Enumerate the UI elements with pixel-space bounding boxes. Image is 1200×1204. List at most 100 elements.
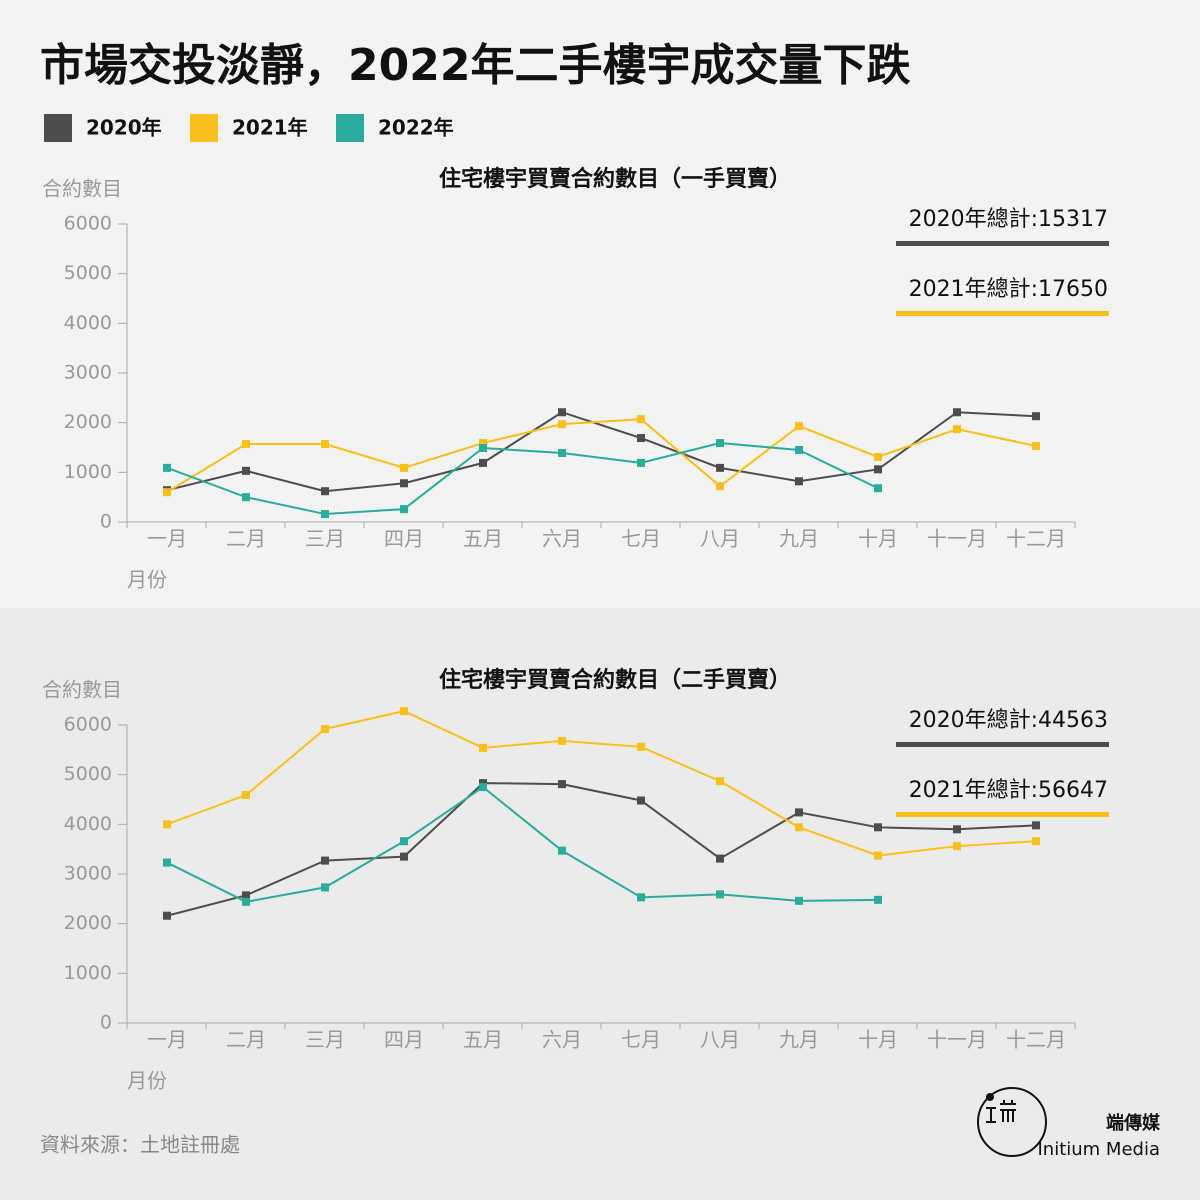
point [795,823,803,832]
point [1032,442,1040,451]
y-tick-label: 2000 [64,411,112,433]
point [242,493,250,502]
point [1032,821,1040,830]
point [716,463,724,472]
y-tick-label: 6000 [64,714,112,736]
point [479,443,487,452]
point [400,852,408,861]
point [558,846,566,855]
y-axis-label: 合約數目 [42,177,122,201]
y-tick-label: 3000 [64,362,112,384]
point [479,439,487,448]
series-line: 2021年 [166,710,1037,857]
point [637,434,645,443]
point [321,724,329,733]
point [242,897,250,906]
series-line: 2020年 [166,411,1037,493]
point [400,463,408,472]
y-tick-label: 4000 [64,813,112,835]
point [716,890,724,899]
x-tick-label: 十月 [858,527,898,551]
point [637,796,645,805]
point [163,858,171,867]
point [1032,412,1040,421]
total-underline [896,311,1109,316]
point [795,896,803,905]
bottom-panel [0,608,1200,1200]
x-tick-label: 六月 [542,1028,582,1052]
x-tick-label: 八月 [700,527,740,551]
point [242,891,250,900]
point [321,883,329,892]
source: 資料來源：土地註冊處 [40,1133,240,1157]
total-annotation: 2021年總計:56647 [909,778,1108,803]
y-axis-label: 合約數目 [42,678,122,702]
point [874,895,882,904]
point [163,488,171,497]
x-tick-label: 九月 [779,527,819,551]
y-tick-label: 5000 [64,763,112,785]
y-tick-label: 2000 [64,912,112,934]
legend-label: 2020年 [86,116,162,140]
point [479,743,487,752]
x-tick-label: 二月 [226,1028,266,1052]
x-tick-label: 九月 [779,1028,819,1052]
point [558,408,566,417]
point [795,445,803,454]
x-axis-label: 月份 [127,568,167,592]
brand-name-en: Initium Media [1037,1139,1160,1160]
point [163,911,171,920]
point [874,484,882,493]
point [321,440,329,449]
point [637,415,645,424]
y-tick-label: 3000 [64,863,112,885]
point [242,440,250,449]
point [321,510,329,519]
point [637,893,645,902]
x-tick-label: 八月 [700,1028,740,1052]
point [953,825,961,834]
chart-title: 住宅樓宇買賣合約數目（二手買賣） [439,667,791,693]
point [795,477,803,486]
point [479,458,487,467]
point [874,465,882,474]
legend-swatch [190,114,218,142]
x-tick-label: 七月 [621,527,661,551]
series-line: 2022年 [166,442,879,516]
x-tick-label: 十一月 [927,1028,987,1052]
x-tick-label: 十二月 [1006,1028,1066,1052]
total-underline [896,742,1109,747]
x-tick-label: 三月 [305,1028,345,1052]
point [242,791,250,800]
point [558,420,566,429]
series-line: 2022年 [166,785,879,903]
point [400,505,408,514]
point [400,707,408,716]
brand-name: 端傳媒 [1106,1112,1161,1134]
point [953,425,961,434]
y-tick-label: 0 [100,1012,112,1034]
x-tick-label: 五月 [463,527,503,551]
point [874,851,882,860]
point [479,783,487,792]
point [558,736,566,745]
series-line: 2021年 [166,418,1037,494]
total-underline [896,241,1109,246]
point [953,842,961,851]
x-tick-label: 二月 [226,527,266,551]
x-tick-label: 六月 [542,527,582,551]
point [321,856,329,865]
x-axis-label: 月份 [127,1069,167,1093]
point [716,777,724,786]
point [321,487,329,496]
point [400,479,408,488]
series-line: 2020年 [166,782,1037,917]
point [400,837,408,846]
legend-label: 2021年 [232,116,308,140]
x-tick-label: 十一月 [927,527,987,551]
y-tick-label: 1000 [64,962,112,984]
legend-swatch [44,114,72,142]
y-tick-label: 1000 [64,461,112,483]
point [716,854,724,863]
